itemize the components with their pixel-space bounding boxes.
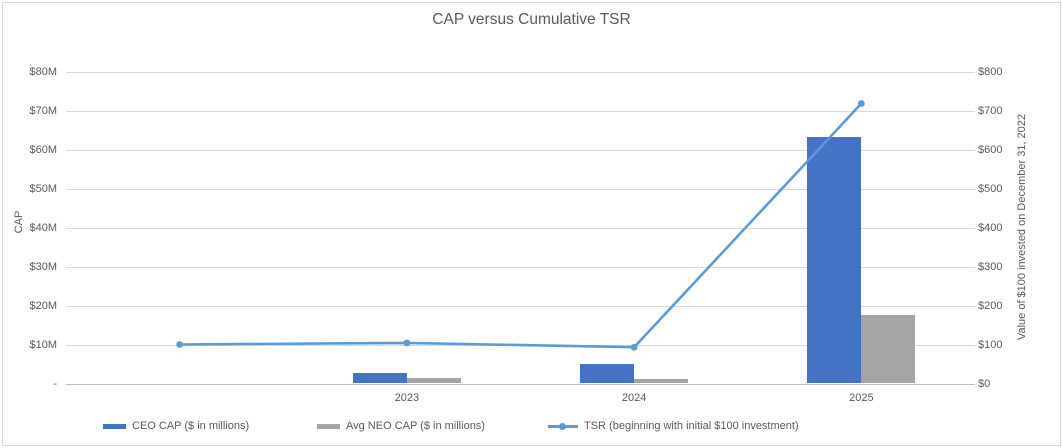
legend-item-ceo-cap: CEO CAP ($ in millions): [103, 420, 249, 432]
ceo-cap-swatch-icon: [103, 423, 126, 429]
x-axis-label: 2024: [621, 392, 647, 404]
right-axis-tick: $200: [978, 299, 1003, 312]
right-axis-tick: $700: [978, 104, 1003, 117]
left-axis-title: CAP: [13, 210, 25, 234]
left-axis-tick: -: [53, 377, 57, 390]
right-axis-title: Value of $100 invested on December 31, 2…: [1016, 113, 1028, 341]
right-axis-tick: $300: [978, 260, 1003, 273]
bar: [580, 363, 635, 384]
bar: [352, 373, 407, 384]
right-axis-tick: $400: [978, 221, 1003, 234]
avg-neo-cap-swatch-icon: [317, 423, 340, 429]
left-axis-tick: $80M: [29, 65, 57, 78]
tsr-line-swatch-icon: [548, 422, 578, 430]
bar: [861, 314, 916, 384]
left-axis-tick: $40M: [29, 221, 57, 234]
bar: [406, 378, 461, 384]
left-axis-tick: $60M: [29, 143, 57, 156]
x-axis-label: 2023: [394, 392, 420, 404]
legend-label-tsr: TSR (beginning with initial $100 investm…: [584, 420, 799, 432]
left-axis-tick: $10M: [29, 338, 57, 351]
right-axis-tick: $600: [978, 143, 1003, 156]
legend-label-ceo-cap: CEO CAP ($ in millions): [132, 420, 250, 432]
left-axis-tick: $30M: [29, 260, 57, 273]
left-axis-tick: $70M: [29, 104, 57, 117]
right-axis-tick: $100: [978, 338, 1003, 351]
legend-item-tsr: TSR (beginning with initial $100 investm…: [548, 420, 799, 432]
gridline: [66, 110, 975, 112]
gridline: [66, 71, 975, 73]
x-axis-label: 2025: [849, 392, 874, 404]
right-axis-tick: $500: [978, 182, 1003, 195]
left-axis-tick: $20M: [29, 299, 57, 312]
bar: [807, 137, 862, 384]
legend-item-avg-neo-cap: Avg NEO CAP ($ in millions): [317, 420, 485, 432]
legend-label-avg-neo-cap: Avg NEO CAP ($ in millions): [346, 420, 485, 432]
chart-title: CAP versus Cumulative TSR: [432, 11, 631, 28]
right-axis-tick: $0: [978, 377, 991, 390]
bar: [634, 379, 689, 384]
right-axis-tick: $800: [978, 65, 1003, 78]
x-axis-line: [66, 383, 975, 385]
left-axis-tick: $50M: [29, 182, 57, 195]
